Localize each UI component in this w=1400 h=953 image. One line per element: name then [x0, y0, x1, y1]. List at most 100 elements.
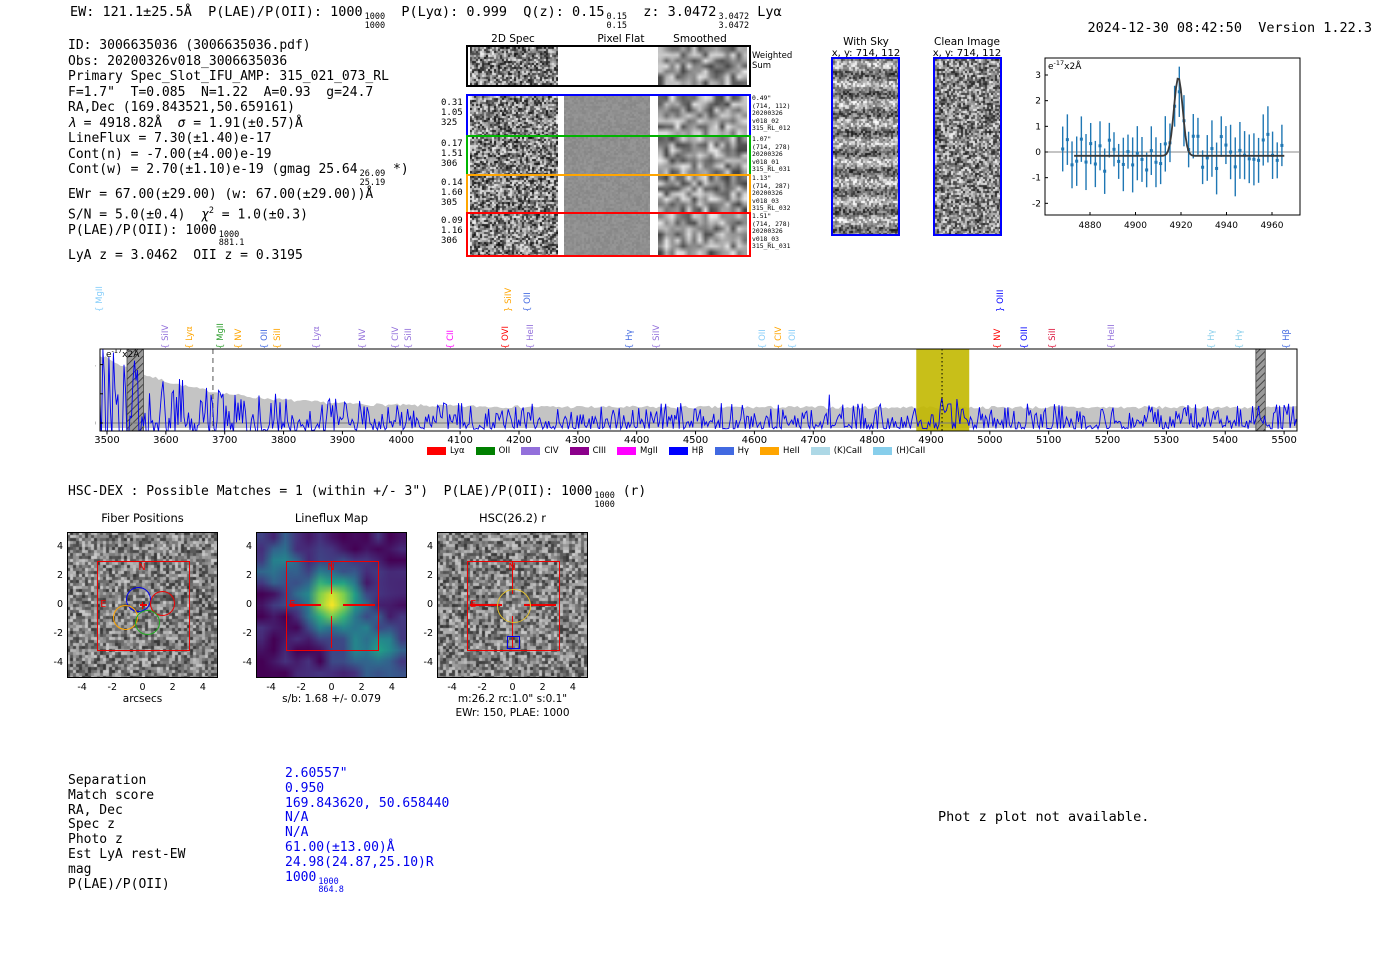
- spec2d-pixelflat-image: [564, 47, 650, 85]
- inset-x-tick: 4920: [1170, 221, 1193, 231]
- spec2d-smoothed-image: [658, 47, 747, 85]
- spec2d-meta-line: 315_RL_031: [752, 242, 791, 251]
- legend-label: OII: [498, 446, 511, 456]
- spec2d-col-header: Pixel Flat: [597, 33, 645, 45]
- spectrum-x-tick: 5300: [1153, 435, 1180, 446]
- inset-data-point: [1247, 157, 1251, 161]
- cutout-y-tick: 2: [245, 569, 252, 581]
- cutout-y-tick: -4: [242, 657, 252, 669]
- compass-north-label: N: [138, 562, 146, 574]
- spec2d-weight-value: 0.14: [441, 178, 463, 188]
- spectrum-x-tick: 4700: [800, 435, 826, 446]
- inset-data-point: [1191, 134, 1195, 138]
- legend-swatch: [617, 447, 637, 455]
- info-line-text: ID: 3006635036 (3006635036.pdf): [68, 38, 311, 53]
- cutout-frame: [437, 532, 588, 678]
- legend-label: CIV: [544, 446, 559, 456]
- legend-item: CIV: [521, 446, 559, 456]
- spec2d-weighted-sum-line: Weighted: [752, 51, 793, 61]
- spectrum-x-tick: 4100: [447, 435, 473, 446]
- spec2d-weight-value: 306: [441, 159, 458, 169]
- cutout-x-tick: -4: [266, 682, 276, 693]
- legend-label: Hβ: [691, 446, 704, 456]
- spec2d-row: [466, 45, 751, 87]
- info-line-text: LyA z = 3.0462 OII z = 0.3195: [68, 247, 303, 263]
- info-line-fraction-top: 1000: [218, 229, 240, 240]
- spec2d-row: [466, 212, 751, 257]
- inset-data-point: [1061, 147, 1065, 151]
- crosshair-vertical: [330, 562, 333, 594]
- emission-line-label: { OII: [523, 292, 533, 312]
- field-of-view-box: [467, 561, 560, 651]
- spec2d-row-weights: 0.14 1.60 305: [441, 178, 465, 208]
- spec2d-pixelflat-image: [564, 96, 650, 135]
- info-line: Cont(n) = -7.00(±4.00)e-19: [68, 147, 409, 163]
- cutout-frame: [67, 532, 218, 678]
- summary-header: EW: 121.1±25.5Å P(LAE)/P(OII): 1000 1000 1…: [70, 4, 782, 30]
- summary-header-fraction-top: 1000: [364, 12, 386, 22]
- inset-data-point: [1145, 168, 1149, 172]
- info-line: LineFlux = 7.30(±1.40)e-17: [68, 131, 409, 147]
- cutout-y-tick: -2: [242, 628, 252, 640]
- cutout-x-tick: 4: [199, 682, 206, 693]
- cutout-x-tick: 4: [569, 682, 576, 693]
- info-line-text: RA,Dec (169.843521,50.659161): [68, 100, 295, 115]
- emission-line-label: { MgII: [95, 286, 105, 312]
- spec2d-col-header: Smoothed: [673, 33, 727, 45]
- spec2d-meta-line: (714, 287): [752, 181, 791, 190]
- legend-label: HeII: [783, 446, 800, 456]
- spec2d-panel: 2D Spec Pixel Flat Smoothed Weighted Sum 0.31…: [430, 28, 792, 260]
- full-spectrum-plot: 024e-17x2Å: [95, 347, 1298, 435]
- inset-data-point: [1238, 148, 1242, 152]
- inset-data-point: [1201, 165, 1205, 169]
- summary-header-fraction-top: 3.0472: [718, 12, 750, 22]
- legend-label: (K)CaII: [833, 446, 863, 456]
- cutout-x-tick: -4: [77, 682, 87, 693]
- inset-data-point: [1163, 142, 1167, 146]
- report-datetime: 2024-12-30 08:42:50: [1087, 20, 1242, 36]
- summary-header-fraction-top: 0.15: [606, 12, 628, 22]
- legend-swatch: [873, 447, 893, 455]
- match-table-value: 2.60557": [285, 766, 449, 782]
- inset-data-point: [1280, 143, 1284, 147]
- info-line: Cont(w) = 2.70(±1.10)e-19 (gmag 25.64 26.…: [68, 162, 409, 187]
- summary-header-text: P(Lyα): 0.999 Q(z): 0.15: [385, 4, 605, 20]
- spectrum-x-tick: 4600: [741, 435, 768, 446]
- lineflux-map-image: [256, 532, 407, 678]
- crosshair-horizontal: [523, 604, 556, 606]
- spec2d-row-meta: 0.49" (714, 112) 20200326 v018_02 315_RL_012: [752, 94, 796, 133]
- spec2d-meta-line: 20200326: [752, 189, 783, 198]
- inset-data-point: [1112, 147, 1116, 151]
- withsky-title-line1: With Sky: [843, 36, 889, 48]
- emission-line-label: } OIII: [996, 289, 1006, 312]
- info-line-fraction: 1000 881.1: [218, 229, 245, 248]
- spec2d-weight-value: 1.16: [441, 226, 463, 236]
- info-line-text: EWr = 67.00(±29.00) (w: 67.00(±29.00))Å: [68, 187, 374, 203]
- spectrum-legend: Lyα OII CIV CIII MgII Hβ Hγ HeII (K)CaII (H)CaII: [427, 446, 925, 456]
- spectrum-x-tick: 3600: [153, 435, 179, 446]
- legend-swatch: [569, 447, 589, 455]
- spec2d-meta-line: (714, 278): [752, 142, 791, 151]
- inset-x-tick: 4900: [1124, 221, 1147, 231]
- spectrum-y-tick: 2: [95, 389, 96, 400]
- spectrum-x-tick: 4400: [623, 435, 650, 446]
- spec2d-weight-value: 0.17: [441, 139, 463, 149]
- inset-data-point: [1205, 156, 1209, 160]
- info-line-text: P(LAE)/P(OII): 1000: [68, 222, 217, 238]
- withsky-coords: x, y: 714, 112: [831, 48, 901, 59]
- info-line: F=1.7" T=0.085 N=1.22 A=0.93 g=24.7: [68, 85, 409, 101]
- cutout-sublabel: EWr: 150, PLAE: 1000: [455, 707, 570, 719]
- hscdex-text: (r): [614, 484, 647, 499]
- summary-header-fraction-bottom: 3.0472: [718, 20, 750, 31]
- cutout-xlabel: m:26.2 rc:1.0" s:0.1": [457, 693, 568, 705]
- cutout-x-tick: -2: [477, 682, 488, 693]
- legend-item: MgII: [617, 446, 658, 456]
- detection-info-block: ID: 3006635036 (3006635036.pdf) Obs: 2020…: [68, 38, 409, 263]
- spec2d-meta-line: 1.51": [752, 212, 772, 220]
- cutout-y-tick: 0: [245, 599, 252, 610]
- spec2d-smoothed-image: [658, 137, 747, 174]
- spec2d-pixelflat-image: [564, 176, 650, 212]
- inset-gaussian-fit: [1074, 77, 1285, 157]
- spec2d-weight-value: 0.31: [441, 98, 463, 108]
- legend-item: HeII: [760, 446, 800, 456]
